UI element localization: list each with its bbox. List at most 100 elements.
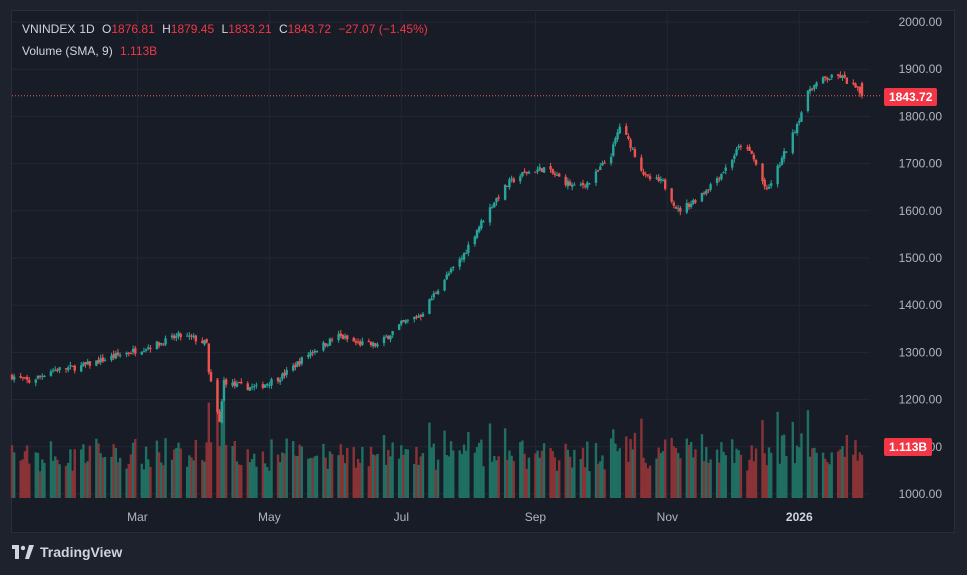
volume-bar (125, 468, 128, 498)
close-label: C (278, 22, 288, 36)
candle-body (570, 184, 574, 187)
volume-bar (296, 455, 299, 498)
volume-bar (294, 455, 297, 498)
candle-body (326, 344, 329, 346)
candle-body (843, 74, 846, 78)
volume-bar (406, 449, 410, 498)
change-value: −27.07 (−1.45%) (338, 22, 428, 36)
volume-bar (672, 446, 676, 498)
candle-body (28, 380, 31, 383)
candle-body (155, 341, 159, 349)
volume-label[interactable]: Volume (SMA, 9) (22, 44, 113, 58)
candle-body (828, 78, 831, 80)
candle-body (588, 183, 591, 185)
volume-bar (371, 454, 375, 498)
volume-bar (692, 457, 695, 498)
volume-bar (625, 436, 628, 498)
volume-bar (43, 462, 46, 498)
volume-bar (192, 460, 195, 498)
volume-bar (490, 461, 494, 498)
candle-body (460, 258, 464, 260)
candle-body (322, 342, 325, 351)
volume-bar (670, 437, 673, 498)
y-tick-label: 2000.00 (899, 15, 943, 29)
candle-body (222, 379, 226, 401)
volume-bar (415, 446, 418, 498)
candle-body (791, 132, 794, 153)
volume-bar (443, 430, 446, 498)
volume-bar (856, 460, 859, 498)
volume-bar (324, 457, 327, 498)
volume-bar (110, 456, 113, 498)
volume-bar (341, 454, 345, 498)
candle-body (250, 386, 254, 388)
symbol-label[interactable]: VNINDEX (22, 22, 76, 36)
candle-body (852, 82, 855, 85)
volume-bar (346, 447, 349, 498)
candle-body (700, 193, 704, 202)
candle-body (648, 176, 652, 180)
candle-body (512, 178, 515, 183)
volume-bar (473, 452, 477, 498)
volume-bar (162, 465, 165, 498)
candle-body (337, 333, 340, 341)
candle-body (192, 335, 195, 338)
candle-body (185, 335, 189, 337)
interval-label[interactable]: 1D (79, 22, 95, 36)
volume-bar (603, 469, 606, 498)
volume-bar (750, 445, 753, 498)
volume-bar (447, 456, 451, 498)
volume-bar (56, 459, 59, 498)
candle-body (114, 353, 118, 359)
volume-bar (246, 449, 249, 498)
x-tick-label: Jul (394, 510, 409, 524)
candle-body (406, 319, 410, 321)
volume-bar (194, 439, 198, 498)
candle-body (207, 343, 211, 373)
y-tick-label: 1400.00 (899, 298, 943, 312)
volume-bar (300, 446, 304, 498)
x-tick-label: May (258, 510, 281, 524)
volume-bar (67, 462, 70, 498)
candle-body (354, 341, 358, 343)
candle-body (402, 320, 405, 322)
tradingview-logo[interactable]: TradingView (12, 544, 122, 560)
volume-bar (34, 452, 37, 498)
volume-bar (657, 447, 660, 498)
candle-body (663, 179, 667, 189)
candle-body (276, 377, 280, 382)
volume-bar (676, 453, 680, 498)
candle-body (194, 335, 198, 342)
volume-bar (648, 465, 652, 498)
candle-body (655, 177, 658, 179)
candle-body (739, 145, 743, 147)
volume-bar (700, 434, 704, 498)
volume-bar (839, 449, 842, 498)
volume-bar (404, 449, 407, 498)
candle-body (856, 86, 859, 88)
x-tick-label: Mar (127, 510, 148, 524)
candle-body (371, 342, 375, 347)
candle-body (687, 203, 691, 208)
candle-body (661, 180, 665, 182)
volume-bar (185, 466, 189, 498)
volume-bar (718, 462, 721, 498)
candle-body (84, 362, 87, 365)
candle-body (685, 203, 689, 213)
volume-bar (134, 439, 137, 498)
volume-bar (601, 455, 604, 498)
candle-body (475, 230, 479, 238)
candle-body (328, 338, 332, 346)
volume-bar (763, 453, 766, 498)
volume-bar (367, 466, 371, 498)
volume-bar (281, 452, 284, 498)
volume-bar (506, 459, 509, 498)
volume-bar (642, 457, 645, 498)
low-label: L (221, 22, 229, 36)
candle-body (160, 343, 163, 345)
volume-bar (261, 451, 265, 498)
candle-body (542, 167, 546, 173)
volume-bar (722, 451, 725, 498)
